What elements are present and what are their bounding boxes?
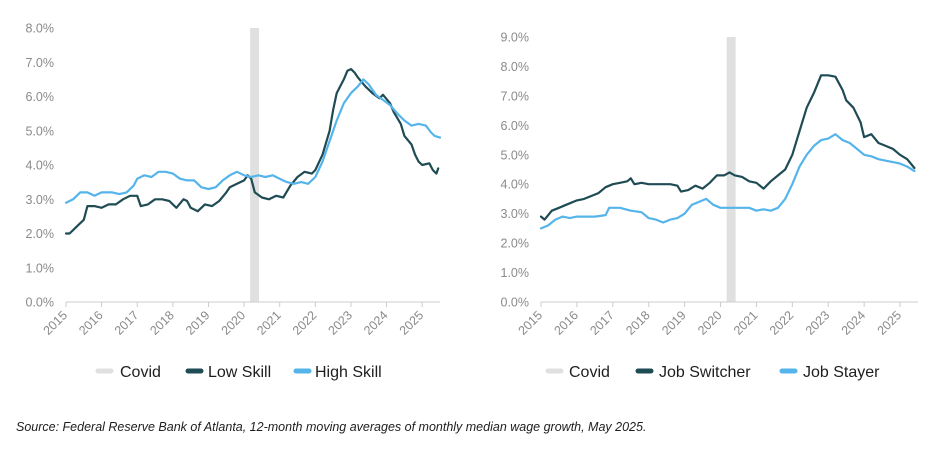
y-tick-label: 6.0% (501, 119, 530, 133)
x-tick-label: 2022 (767, 308, 797, 338)
x-tick-label: 2022 (290, 308, 320, 338)
legend-label-covid: Covid (569, 364, 610, 381)
y-tick-label: 5.0% (26, 124, 55, 138)
x-tick-label: 2025 (397, 308, 427, 338)
y-tick-label: 0.0% (26, 296, 55, 310)
chart-2: 0.0% 1.0% 2.0% 3.0% 4.0% 5.0% 6.0% 7.0% 8.0% 9.0%… (501, 31, 918, 381)
x-tick-label: 2017 (112, 308, 142, 338)
source-note: Source: Federal Reserve Bank of Atlanta,… (16, 420, 647, 434)
x-tick-label: 2023 (803, 308, 833, 338)
x-tick-label: 2015 (41, 308, 71, 338)
x-tick-label: 2015 (516, 308, 546, 338)
x-tick-label: 2023 (326, 308, 356, 338)
x-tick-label: 2017 (587, 308, 617, 338)
legend-label-job-stayer: Job Stayer (803, 364, 880, 381)
x-tick-label: 2021 (254, 308, 284, 338)
legend-label-low-skill: Low Skill (208, 364, 271, 381)
y-tick-label: 1.0% (501, 266, 530, 280)
x-tick-label: 2020 (219, 308, 249, 338)
x-tick-label: 2016 (551, 308, 581, 338)
y-tick-label: 1.0% (26, 261, 55, 275)
series-line-high-skill (64, 78, 442, 204)
x-tick-label: 2018 (147, 308, 177, 338)
y-tick-label: 8.0% (501, 60, 530, 74)
y-tick-label: 4.0% (26, 159, 55, 173)
series-line-job-switcher (539, 74, 916, 221)
legend-label-job-switcher: Job Switcher (659, 364, 751, 381)
x-tick-label: 2021 (731, 308, 761, 338)
y-tick-label: 5.0% (501, 148, 530, 162)
legend-label-covid: Covid (120, 364, 161, 381)
chart-1: 0.0% 1.0% 2.0% 3.0% 4.0% 5.0% 6.0% 7.0% 8.0% 2015… (26, 22, 442, 381)
covid-band (250, 28, 260, 302)
y-tick-label: 7.0% (501, 89, 530, 103)
x-tick-label: 2016 (76, 308, 106, 338)
y-tick-label: 9.0% (501, 31, 530, 45)
x-tick-label: 2024 (839, 308, 869, 338)
x-tick-label: 2020 (695, 308, 725, 338)
x-tick-label: 2019 (659, 308, 689, 338)
y-tick-label: 4.0% (501, 178, 530, 192)
covid-band (726, 37, 736, 302)
y-tick-label: 6.0% (26, 90, 55, 104)
y-tick-label: 2.0% (501, 237, 530, 251)
y-tick-label: 2.0% (26, 227, 55, 241)
x-tick-label: 2024 (361, 308, 391, 338)
x-tick-label: 2018 (623, 308, 653, 338)
legend-label-high-skill: High Skill (315, 364, 382, 381)
x-tick-label: 2019 (183, 308, 213, 338)
y-tick-label: 3.0% (26, 193, 55, 207)
x-tick-label: 2025 (875, 308, 905, 338)
y-tick-label: 0.0% (501, 296, 530, 310)
y-tick-label: 8.0% (26, 22, 55, 36)
y-tick-label: 3.0% (501, 207, 530, 221)
series-line-job-stayer (539, 133, 916, 230)
y-tick-label: 7.0% (26, 56, 55, 70)
